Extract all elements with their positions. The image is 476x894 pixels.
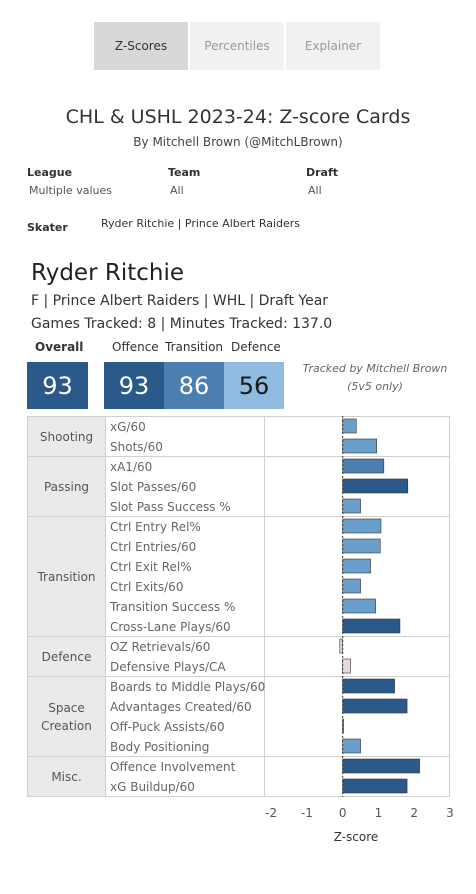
x-tick-label: -2 bbox=[265, 806, 278, 820]
page-subtitle: By Mitchell Brown (@MitchLBrown) bbox=[133, 135, 343, 149]
zscore-table: Shooting xG/60 Shots/60 Passing xA1/60 Slot P… bbox=[27, 416, 450, 797]
team-filter-value[interactable]: All bbox=[170, 184, 184, 197]
x-tick-label: -1 bbox=[300, 806, 313, 820]
player-name: Ryder Ritchie bbox=[31, 260, 185, 286]
metric-label: Offence Involvement bbox=[110, 760, 236, 774]
bar-ctrl-exits-60[interactable] bbox=[342, 578, 361, 594]
bar-advantages-created-60[interactable] bbox=[342, 698, 408, 714]
league-filter-value[interactable]: Multiple values bbox=[29, 184, 112, 197]
bar-boards-to-middle-plays-60[interactable] bbox=[342, 678, 395, 694]
skater-filter-label: Skater bbox=[27, 221, 68, 234]
player-info: F | Prince Albert Raiders | WHL | Draft … bbox=[31, 293, 329, 309]
metric-label: Slot Pass Success % bbox=[110, 500, 231, 514]
metric-label: Ctrl Exit Rel% bbox=[110, 560, 192, 574]
metric-label: xG/60 bbox=[110, 420, 146, 434]
draft-filter-value[interactable]: All bbox=[308, 184, 322, 197]
metric-label: Ctrl Entries/60 bbox=[110, 540, 197, 554]
team-filter[interactable]: Team All bbox=[168, 166, 200, 197]
bar-transition-success[interactable] bbox=[342, 598, 376, 614]
category-defence: Defence bbox=[28, 637, 105, 677]
x-tick-label: 2 bbox=[410, 806, 419, 820]
overall-score-box: 93 bbox=[27, 362, 88, 409]
metric-label: Shots/60 bbox=[110, 440, 163, 454]
defence-score-box: 56 bbox=[224, 362, 284, 409]
team-filter-label: Team bbox=[168, 166, 201, 179]
bar-body-positioning[interactable] bbox=[342, 738, 361, 754]
bar-slot-pass-success[interactable] bbox=[342, 498, 361, 514]
category-space-creation: Space Creation bbox=[28, 677, 105, 757]
draft-filter[interactable]: Draft All bbox=[306, 166, 338, 197]
metric-label: xA1/60 bbox=[110, 460, 153, 474]
bar-cross-lane-plays-60[interactable] bbox=[342, 618, 401, 634]
metric-label: Off-Puck Assists/60 bbox=[110, 720, 225, 734]
bar-ctrl-entries-60[interactable] bbox=[342, 538, 381, 554]
bar-ctrl-entry-rel[interactable] bbox=[342, 518, 382, 534]
x-axis-label: Z-score bbox=[333, 830, 379, 844]
bar-xa1-60[interactable] bbox=[342, 458, 385, 474]
x-tick-label: 3 bbox=[446, 806, 454, 820]
overall-score-label: Overall bbox=[35, 340, 84, 354]
transition-score-box: 86 bbox=[164, 362, 224, 409]
player-tracking-info: Games Tracked: 8 | Minutes Tracked: 137.… bbox=[31, 316, 333, 332]
tab-z-scores[interactable]: Z-Scores bbox=[94, 22, 188, 70]
metric-label: xG Buildup/60 bbox=[110, 780, 195, 794]
x-tick-label: 1 bbox=[374, 806, 383, 820]
league-filter-label: League bbox=[27, 166, 73, 179]
bar-offence-involvement[interactable] bbox=[342, 758, 420, 774]
metric-label: Defensive Plays/CA bbox=[110, 660, 226, 674]
x-tick-label: 0 bbox=[338, 806, 347, 820]
group-separator bbox=[28, 456, 449, 457]
metric-label: OZ Retrievals/60 bbox=[110, 640, 211, 654]
zscore-bar-chart bbox=[339, 416, 420, 797]
tab-bar: Z-Scores Percentiles Explainer bbox=[94, 22, 380, 70]
draft-filter-label: Draft bbox=[306, 166, 339, 179]
metric-label: Boards to Middle Plays/60 bbox=[110, 680, 266, 694]
group-separator bbox=[28, 636, 449, 637]
bar-xg-buildup-60[interactable] bbox=[342, 778, 408, 794]
label-divider bbox=[264, 417, 265, 796]
bar-xg-60[interactable] bbox=[342, 418, 357, 434]
tracked-note-line1: Tracked by Mitchell Brown bbox=[302, 362, 448, 375]
metric-label: Ctrl Entry Rel% bbox=[110, 520, 201, 534]
metric-label: Advantages Created/60 bbox=[110, 700, 252, 714]
group-separator bbox=[28, 756, 449, 757]
offence-score-box: 93 bbox=[104, 362, 164, 409]
transition-score-label: Transition bbox=[165, 340, 224, 354]
tab-explainer[interactable]: Explainer bbox=[286, 22, 380, 70]
metric-label: Transition Success % bbox=[110, 600, 236, 614]
league-filter[interactable]: League Multiple values bbox=[27, 166, 112, 197]
bar-defensive-plays-ca[interactable] bbox=[342, 658, 351, 674]
group-separator bbox=[28, 516, 449, 517]
bar-shots-60[interactable] bbox=[342, 438, 377, 454]
offence-score-label: Offence bbox=[112, 340, 159, 354]
skater-filter-value[interactable]: Ryder Ritchie | Prince Albert Raiders bbox=[101, 217, 301, 230]
metric-label: Body Positioning bbox=[110, 740, 210, 754]
category-divider bbox=[105, 417, 106, 796]
metric-label: Ctrl Exits/60 bbox=[110, 580, 184, 594]
metric-label: Slot Passes/60 bbox=[110, 480, 197, 494]
page-title: CHL & USHL 2023-24: Z-score Cards bbox=[65, 106, 411, 128]
defence-score-label: Defence bbox=[231, 340, 281, 354]
metric-label: Cross-Lane Plays/60 bbox=[110, 620, 231, 634]
group-separator bbox=[28, 676, 449, 677]
tracked-note: Tracked by Mitchell Brown (5v5 only) bbox=[290, 360, 460, 396]
category-transition: Transition bbox=[28, 517, 105, 637]
tracked-note-line2: (5v5 only) bbox=[347, 380, 403, 393]
bar-slot-passes-60[interactable] bbox=[342, 478, 409, 494]
bar-ctrl-exit-rel[interactable] bbox=[342, 558, 371, 574]
tab-percentiles[interactable]: Percentiles bbox=[190, 22, 284, 70]
category-misc: Misc. bbox=[28, 757, 105, 797]
